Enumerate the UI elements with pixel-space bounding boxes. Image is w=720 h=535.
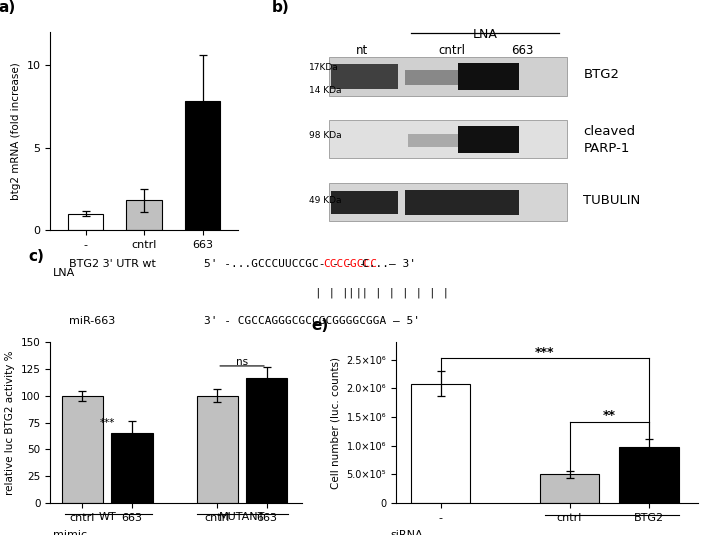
Text: PARP-1: PARP-1 [583,142,630,155]
Text: 14 KDa: 14 KDa [308,86,341,95]
Bar [127,201,161,230]
Text: 17KDa: 17KDa [308,63,338,72]
Text: **: ** [603,409,616,422]
Text: cntrl: cntrl [438,44,466,57]
Bar [185,102,220,230]
FancyBboxPatch shape [458,190,519,215]
Text: LNA: LNA [472,28,498,41]
Text: 49 KDa: 49 KDa [308,196,341,205]
FancyBboxPatch shape [458,126,519,152]
Text: | | | | | | | |: | | | | | | | | [348,287,449,297]
Bar [112,433,153,503]
FancyBboxPatch shape [331,191,398,214]
Text: TUBULIN: TUBULIN [583,194,641,207]
Text: e): e) [311,318,328,333]
Text: cleaved: cleaved [583,125,636,138]
Text: 3' - CGCCAGGGCGCCGCGGGGCGGA – 5': 3' - CGCCAGGGCGCCGCGGGGCGGA – 5' [204,316,420,326]
Text: MUTANT: MUTANT [219,512,265,522]
Bar [246,378,287,503]
Y-axis label: Cell number (luc. counts): Cell number (luc. counts) [331,357,341,488]
Text: WT: WT [99,512,116,522]
Text: | | | |: | | | | [288,287,363,297]
Bar [411,384,470,503]
FancyBboxPatch shape [408,134,460,147]
FancyBboxPatch shape [405,190,458,215]
Text: a): a) [0,1,15,16]
Text: 663: 663 [510,44,533,57]
Bar [197,396,238,503]
Text: ***: *** [535,346,554,359]
Text: b): b) [271,1,289,16]
Text: CCCCGCCC: CCCCGCCC [323,259,377,269]
Bar [62,396,103,503]
Bar [68,213,103,230]
FancyBboxPatch shape [458,63,519,90]
Text: BTG2: BTG2 [583,68,619,81]
Bar [619,447,678,503]
Text: c): c) [28,249,44,264]
Bar [540,474,599,503]
Text: 5' -...GCCCUUCCGC- - - -: 5' -...GCCCUUCCGC- - - - [204,259,366,269]
Text: mimic: mimic [53,530,87,535]
FancyBboxPatch shape [329,183,567,221]
Text: 98 KDa: 98 KDa [308,131,341,140]
Y-axis label: btg2 mRNA (fold increase): btg2 mRNA (fold increase) [11,62,21,200]
Text: LNA: LNA [53,268,76,278]
FancyBboxPatch shape [329,57,567,96]
Text: miR-663: miR-663 [69,316,115,326]
Y-axis label: relative luc BTG2 activity %: relative luc BTG2 activity % [5,350,15,495]
FancyBboxPatch shape [405,70,458,85]
FancyBboxPatch shape [329,120,567,158]
Text: ns: ns [236,357,248,367]
FancyBboxPatch shape [331,64,398,89]
Text: BTG2 3' UTR wt: BTG2 3' UTR wt [69,259,156,269]
Text: nt: nt [356,44,368,57]
Text: siRNA: siRNA [390,530,423,535]
Text: ***: *** [99,418,115,428]
Text: C...– 3': C...– 3' [362,259,416,269]
